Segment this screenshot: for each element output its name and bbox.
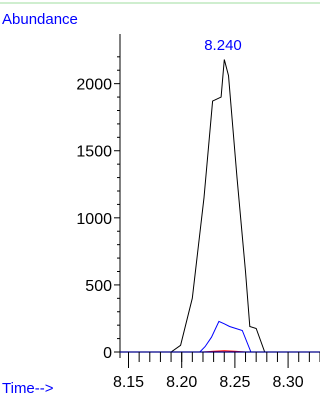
y-tick-label: 1000 <box>76 211 112 228</box>
x-tick-label: 8.15 <box>113 374 144 391</box>
series-line-2 <box>120 320 320 353</box>
y-ticks-layer: 0 500 1000 1500 2000 <box>76 56 120 362</box>
y-tick-label: 0 <box>103 345 112 362</box>
y-tick-label: 500 <box>85 278 112 295</box>
series-layer <box>120 59 320 353</box>
y-tick-label: 1500 <box>76 144 112 161</box>
x-ticks-layer: 8.15 8.20 8.25 8.30 <box>113 352 320 391</box>
x-tick-label: 8.30 <box>273 374 304 391</box>
series-line-1 <box>120 59 320 353</box>
x-axis-title: Time--> <box>2 380 54 397</box>
x-tick-label: 8.25 <box>219 374 250 391</box>
peak-annotation: 8.240 <box>204 37 242 54</box>
y-tick-label: 2000 <box>76 77 112 94</box>
x-tick-label: 8.20 <box>166 374 197 391</box>
y-axis-title: Abundance <box>2 11 78 28</box>
